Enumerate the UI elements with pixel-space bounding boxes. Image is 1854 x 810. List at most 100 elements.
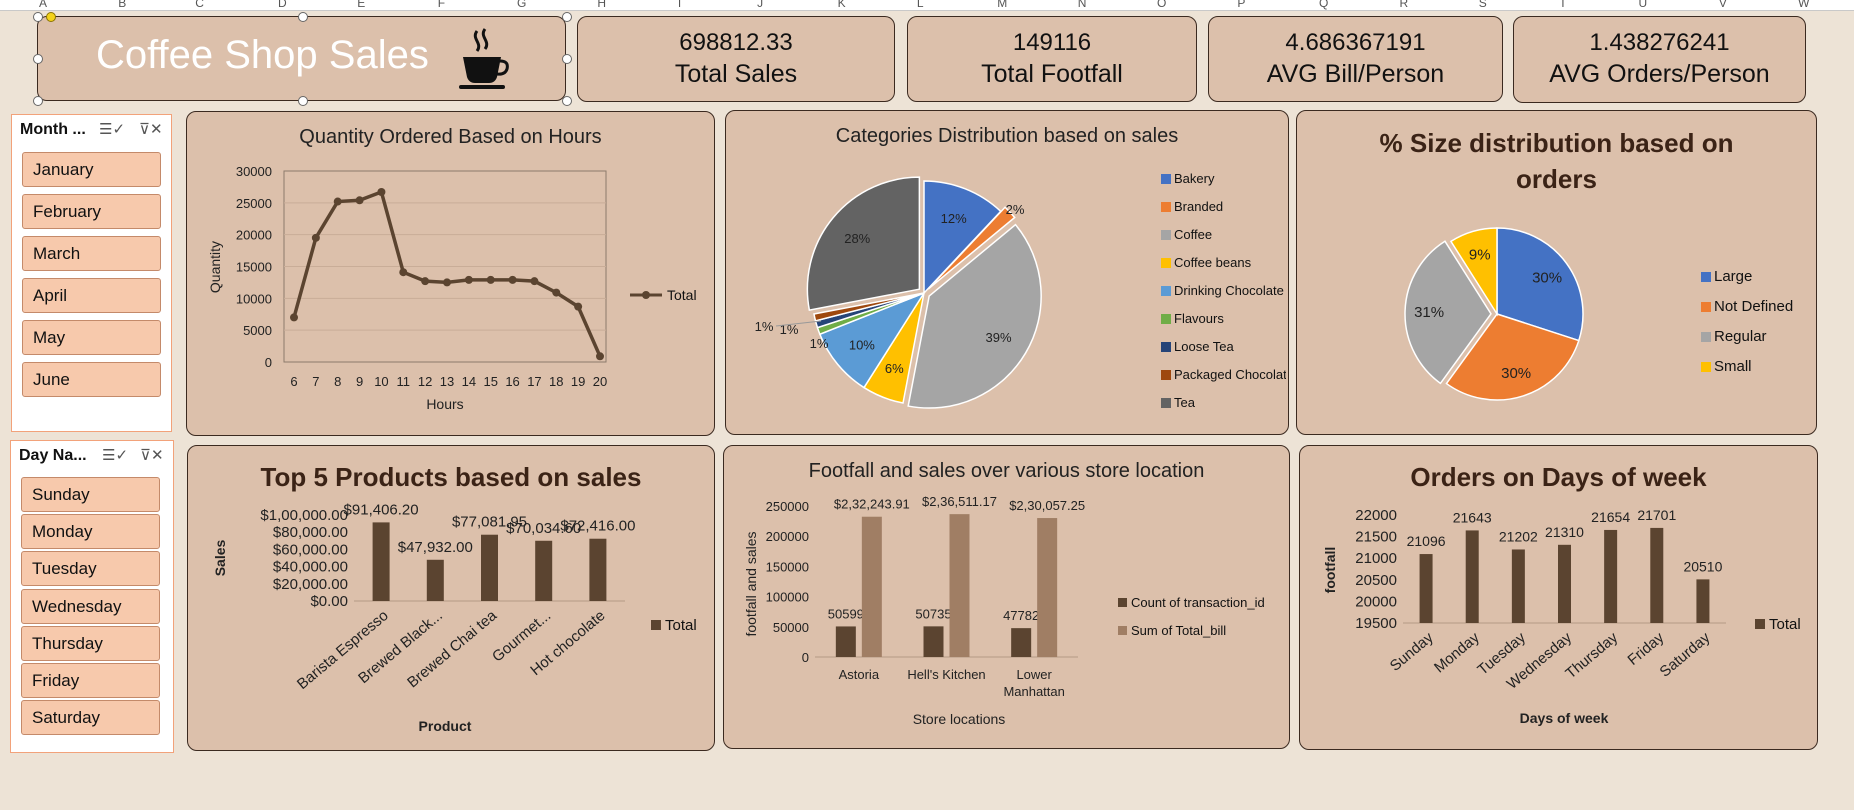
column-header[interactable]: R [1399, 0, 1409, 10]
y-tick-label: $60,000.00 [273, 541, 348, 558]
column-header[interactable]: M [997, 0, 1008, 10]
slicer-item-monday[interactable]: Monday [21, 514, 160, 550]
clear-filter-icon[interactable]: ⊽✕ [139, 121, 163, 138]
bar [923, 626, 944, 657]
column-header[interactable]: A [39, 0, 48, 10]
bar [1011, 628, 1032, 657]
column-header[interactable]: W [1798, 0, 1810, 10]
top-products-plot: $0.00$20,000.00$40,000.00$60,000.00$80,0… [212, 501, 697, 734]
column-header[interactable]: T [1559, 0, 1567, 10]
pie-slice [806, 176, 921, 312]
slicer-item-friday[interactable]: Friday [21, 663, 160, 698]
column-header[interactable]: Q [1319, 0, 1329, 10]
data-label: 1% [810, 336, 829, 351]
slicer-item-april[interactable]: April [22, 278, 161, 313]
chart-title: Top 5 Products based on sales [260, 462, 642, 492]
y-axis-title: footfall and sales [743, 531, 759, 636]
column-header[interactable]: G [516, 0, 527, 10]
column-header[interactable]: F [437, 0, 446, 10]
selection-handle[interactable] [298, 12, 308, 22]
data-label: $77,081.95 [452, 514, 527, 531]
column-header[interactable]: H [597, 0, 607, 10]
data-label: 50735 [915, 606, 951, 621]
slicer-item-wednesday[interactable]: Wednesday [21, 588, 160, 624]
days-of-week-bar-chart[interactable]: Orders on Days of week 19500 20000 20500 21… [1299, 445, 1818, 750]
column-header[interactable]: N [1077, 0, 1087, 10]
day-slicer[interactable]: Day Na... ☰✓ ⊽✕ Sunday Monday Tuesday Wedne… [10, 440, 174, 753]
column-header[interactable]: J [757, 0, 764, 10]
hours-line-chart[interactable]: Quantity Ordered Based on Hours 0 5000 100… [186, 111, 715, 436]
store-locations-bar-chart[interactable]: Footfall and sales over various store lo… [723, 445, 1290, 749]
column-header[interactable]: B [118, 0, 127, 10]
bar [861, 516, 882, 657]
top-products-bar-chart[interactable]: Top 5 Products based on sales $0.00 $20,0… [187, 445, 715, 751]
slicer-item-thursday[interactable]: Thursday [21, 625, 160, 661]
data-point [290, 313, 298, 322]
selection-handle[interactable] [33, 96, 43, 106]
categories-pie-chart[interactable]: Categories Distribution based on sales 1… [725, 110, 1289, 435]
bar [1511, 549, 1525, 623]
column-header[interactable]: U [1638, 0, 1648, 10]
slicer-item-february[interactable]: February [22, 194, 161, 229]
x-tick-label: Hell's Kitchen [907, 667, 985, 682]
month-slicer[interactable]: Month ... ☰✓ ⊽✕ January February March Apri… [11, 114, 172, 432]
selection-handle[interactable] [562, 54, 572, 64]
legend-label: Coffee [1174, 227, 1212, 242]
legend-label: Sum of Total_bill [1131, 623, 1226, 638]
column-header[interactable]: D [278, 0, 287, 10]
slicer-item-january[interactable]: January [22, 152, 161, 187]
x-tick-label: Monday [1431, 629, 1483, 677]
data-label: $2,30,057.25 [1009, 498, 1085, 513]
data-label: 12% [941, 211, 967, 226]
column-header[interactable]: V [1718, 0, 1727, 10]
y-axis-title: Sales [212, 539, 228, 576]
selection-handle[interactable] [298, 96, 308, 106]
column-header[interactable]: O [1156, 0, 1167, 10]
column-header[interactable]: C [195, 0, 204, 10]
bar [1465, 530, 1479, 623]
legend-label: Regular [1714, 328, 1767, 345]
column-header[interactable]: E [357, 0, 366, 10]
x-tick-label: Lower [1016, 667, 1052, 682]
slicer-item-saturday[interactable]: Saturday [21, 700, 160, 736]
column-header[interactable]: K [837, 0, 846, 10]
column-header[interactable]: L [916, 0, 924, 10]
legend-swatch [1161, 342, 1171, 352]
data-label: $47,932.00 [398, 539, 473, 556]
title-box[interactable]: Coffee Shop Sales [37, 16, 566, 101]
column-header-row: A B C D E F G H I J K L M N O P Q R S T U V W [0, 0, 1854, 11]
rotate-handle[interactable] [46, 12, 56, 22]
y-tick-label: 30000 [236, 164, 272, 179]
data-label: 21643 [1453, 509, 1492, 525]
selection-handle[interactable] [33, 54, 43, 64]
kpi-value: 698812.33 [679, 29, 793, 56]
slicer-item-march[interactable]: March [22, 236, 161, 271]
data-label: 10% [849, 337, 875, 352]
selection-handle[interactable] [562, 96, 572, 106]
selection-handle[interactable] [33, 12, 43, 22]
slicer-item-sunday[interactable]: Sunday [21, 477, 160, 512]
data-point [596, 352, 604, 361]
multi-select-icon[interactable]: ☰✓ [102, 447, 129, 464]
x-tick-label: 6 [290, 374, 297, 389]
slicer-item-may[interactable]: May [22, 320, 161, 355]
legend-swatch [1755, 619, 1765, 629]
chart-title: Footfall and sales over various store lo… [808, 460, 1205, 482]
y-tick-label: 150000 [766, 559, 809, 574]
slicer-item-june[interactable]: June [22, 362, 161, 397]
column-header[interactable]: S [1478, 0, 1487, 10]
multi-select-icon[interactable]: ☰✓ [99, 121, 126, 138]
column-header[interactable]: P [1237, 0, 1246, 10]
x-tick-label: Astoria [839, 667, 880, 682]
line-chart-plot: 0 5000 10000 15000 20000 25000 30000 6 7 8 9 10 11 12… [207, 164, 697, 412]
slicer-item-tuesday[interactable]: Tuesday [21, 551, 160, 587]
x-axis-title: Hours [426, 396, 463, 412]
y-tick-label: $20,000.00 [273, 576, 348, 593]
clear-filter-icon[interactable]: ⊽✕ [140, 447, 164, 464]
size-pie-chart[interactable]: % Size distribution based on orders 30% 3… [1296, 110, 1817, 435]
x-tick-label: Manhattan [1003, 684, 1064, 699]
data-point [574, 302, 583, 311]
selection-handle[interactable] [562, 12, 572, 22]
column-header[interactable]: I [677, 0, 682, 10]
x-tick-label: 17 [527, 374, 541, 389]
